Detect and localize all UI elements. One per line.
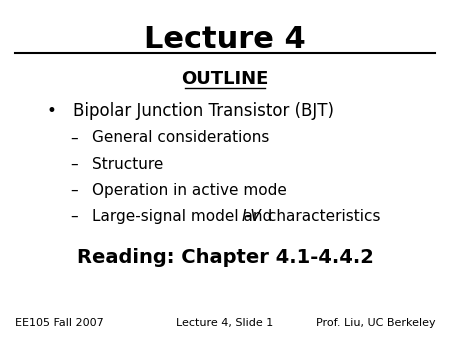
Text: Prof. Liu, UC Berkeley: Prof. Liu, UC Berkeley (315, 318, 435, 328)
Text: Reading: Chapter 4.1-4.4.2: Reading: Chapter 4.1-4.4.2 (76, 248, 373, 267)
Text: –: – (71, 130, 78, 145)
Text: Lecture 4: Lecture 4 (144, 25, 306, 54)
Text: –: – (71, 183, 78, 198)
Text: Large-signal model and: Large-signal model and (92, 209, 277, 224)
Text: –: – (71, 209, 78, 224)
Text: characteristics: characteristics (263, 209, 381, 224)
Text: Lecture 4, Slide 1: Lecture 4, Slide 1 (176, 318, 274, 328)
Text: OUTLINE: OUTLINE (181, 70, 269, 88)
Text: EE105 Fall 2007: EE105 Fall 2007 (15, 318, 104, 328)
Text: •: • (46, 102, 56, 120)
Text: –: – (71, 156, 78, 172)
Text: Operation in active mode: Operation in active mode (92, 183, 287, 198)
Text: Bipolar Junction Transistor (BJT): Bipolar Junction Transistor (BJT) (73, 102, 334, 120)
Text: Structure: Structure (92, 156, 163, 172)
Text: General considerations: General considerations (92, 130, 270, 145)
Text: I-V: I-V (242, 209, 262, 224)
